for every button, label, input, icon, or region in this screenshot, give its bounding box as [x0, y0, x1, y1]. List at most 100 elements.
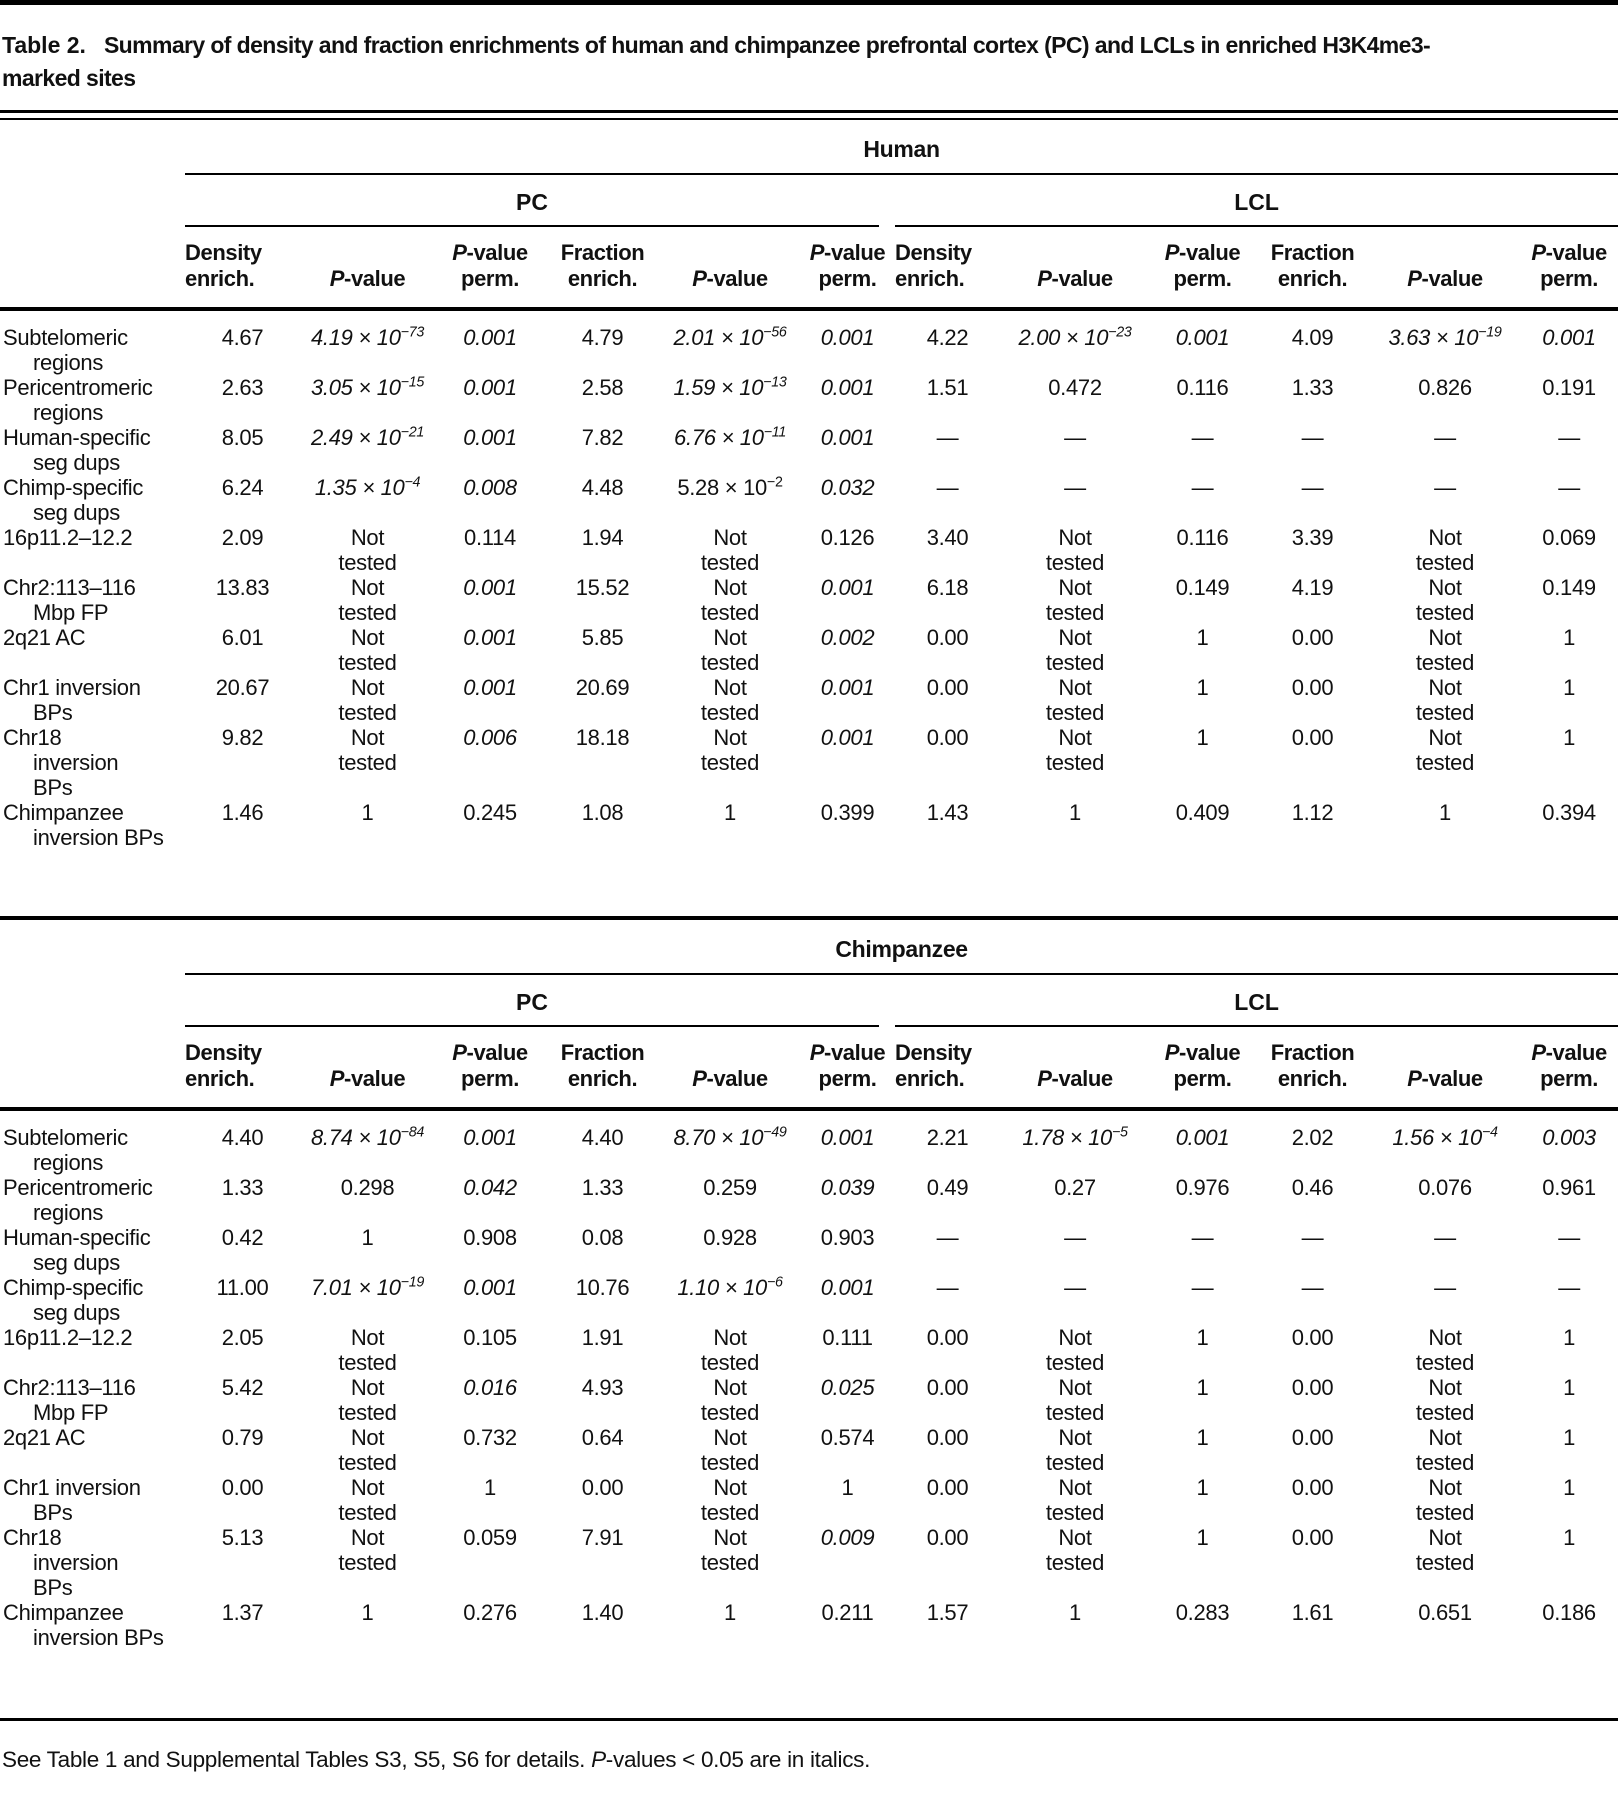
cell: 1 — [1196, 625, 1209, 650]
cell: 3.63 × 10−19 — [1388, 324, 1502, 350]
cell: 0.001 — [820, 575, 875, 600]
cell: — — [936, 475, 959, 500]
cell: Not tested — [338, 675, 397, 725]
cell: 0.00 — [1291, 1425, 1334, 1450]
cell: 3.40 — [926, 525, 969, 550]
species-row: Chimpanzee — [0, 918, 1618, 975]
column-header: Density enrich. — [185, 227, 300, 311]
cell: — — [1191, 1275, 1214, 1300]
row-label: Chr2:113–116 Mbp FP — [3, 1375, 136, 1425]
table-row: Chimp-specific seg dups 11.00 7.01 × 10−19 0… — [0, 1275, 1618, 1325]
column-header: P-value — [1000, 227, 1150, 311]
cell: 15.52 — [575, 575, 630, 600]
cell: 1.10 × 10−6 — [677, 1274, 783, 1300]
cell: 0.00 — [581, 1475, 624, 1500]
table-title: Table 2. Summary of density and fraction … — [2, 29, 1618, 95]
cell: 0.826 — [1418, 375, 1472, 400]
cell: Not tested — [700, 725, 760, 775]
cell: 2.63 — [221, 375, 264, 400]
enrichment-table: Human PC LCL Density enrich. P-value P-valu… — [0, 120, 1618, 1721]
cell: 1.43 — [895, 800, 1000, 920]
cell: 1 — [1196, 1475, 1209, 1500]
group-header-lcl: LCL — [895, 974, 1618, 1027]
column-header: Density enrich. — [895, 1027, 1000, 1111]
column-header: P-value perm. — [1150, 1027, 1255, 1111]
cell: 1 — [841, 1475, 854, 1500]
cell: 10.76 — [575, 1275, 630, 1300]
cell: 0.001 — [1175, 325, 1230, 350]
group-row: PC LCL — [0, 974, 1618, 1027]
cell: — — [1064, 1225, 1086, 1250]
cell: 4.19 × 10−73 — [310, 324, 425, 350]
cell: 1 — [1370, 800, 1520, 920]
cell: 1.33 — [581, 1175, 624, 1200]
row-label: Chr18 inversion BPs — [3, 1525, 119, 1600]
cell: 0.008 — [463, 475, 517, 500]
cell: — — [1558, 425, 1580, 450]
cell: 0.399 — [800, 800, 895, 920]
cell: 1 — [1563, 1425, 1576, 1450]
cell: Not tested — [700, 525, 760, 575]
table-row: Subtelomeric regions 4.40 8.74 × 10−84 0.001… — [0, 1109, 1618, 1175]
column-header: P-value — [300, 227, 435, 311]
cell: 1.35 × 10−4 — [314, 474, 421, 500]
table-row: Chr1 inversion BPs 20.67 Not tested 0.001 20.6… — [0, 675, 1618, 725]
cell: 0.928 — [703, 1225, 757, 1250]
cell: 0.976 — [1175, 1175, 1230, 1200]
cell: — — [1301, 1225, 1324, 1250]
cell: 0.001 — [463, 575, 517, 600]
cell: 0.27 — [1054, 1175, 1096, 1200]
cell: 2.49 × 10−21 — [310, 424, 425, 450]
row-label: Pericentromeric regions — [3, 375, 153, 425]
cell: 0.186 — [1520, 1600, 1618, 1721]
cell: 0.105 — [463, 1325, 517, 1350]
table-row: Chimp-specific seg dups 6.24 1.35 × 10−4 0.0… — [0, 475, 1618, 525]
cell: 0.00 — [1291, 725, 1334, 750]
row-label: 16p11.2–12.2 — [3, 1325, 133, 1350]
double-rule — [0, 110, 1618, 120]
table-row: Chr18 inversion BPs 5.13 Not tested 0.059 7.91 N… — [0, 1525, 1618, 1600]
cell: — — [1301, 425, 1324, 450]
cell: 0.149 — [1175, 575, 1230, 600]
cell: 0.00 — [926, 1325, 969, 1350]
cell: Not tested — [338, 575, 397, 625]
cell: 0.001 — [820, 325, 875, 350]
cell: 2.58 — [581, 375, 624, 400]
cell: Not tested — [338, 725, 397, 775]
cell: 0.574 — [820, 1425, 875, 1450]
table-row: Chr2:113–116 Mbp FP 13.83 Not tested 0.001 15.… — [0, 575, 1618, 625]
cell: Not tested — [700, 1525, 760, 1575]
cell: — — [1558, 475, 1580, 500]
row-label: Pericentromeric regions — [3, 1175, 153, 1225]
cell: 5.13 — [221, 1525, 264, 1550]
cell: — — [1064, 1275, 1086, 1300]
cell: 4.09 — [1291, 325, 1334, 350]
cell: Not tested — [700, 1475, 760, 1525]
species-header-human: Human — [185, 120, 1618, 175]
cell: 0.394 — [1520, 800, 1618, 920]
cell: — — [1191, 425, 1214, 450]
cell: 4.79 — [581, 325, 624, 350]
cell: — — [1191, 1225, 1214, 1250]
cell: 18.18 — [575, 725, 630, 750]
row-label: Subtelomeric regions — [3, 1125, 128, 1175]
cell: 0.126 — [820, 525, 875, 550]
cell: 0.00 — [926, 725, 969, 750]
cell: 2.05 — [221, 1325, 264, 1350]
table-number-label: Table 2. — [2, 32, 86, 58]
cell: Not tested — [338, 1375, 397, 1425]
cell: 1 — [660, 800, 800, 920]
cell: 0.149 — [1542, 575, 1596, 600]
table-row: Human-specific seg dups 0.42 1 0.908 0.08 0.92… — [0, 1225, 1618, 1275]
cell: 0.00 — [1291, 625, 1334, 650]
cell: 5.85 — [581, 625, 624, 650]
cell: 1.08 — [545, 800, 660, 920]
column-header-spacer — [0, 1027, 185, 1111]
cell: 1.94 — [581, 525, 624, 550]
group-header-pc: PC — [185, 174, 895, 227]
cell: Not tested — [1045, 625, 1105, 675]
cell: Not tested — [1045, 1325, 1105, 1375]
cell: 0.00 — [1291, 1325, 1334, 1350]
cell: 0.276 — [435, 1600, 545, 1721]
cell: 6.01 — [221, 625, 264, 650]
